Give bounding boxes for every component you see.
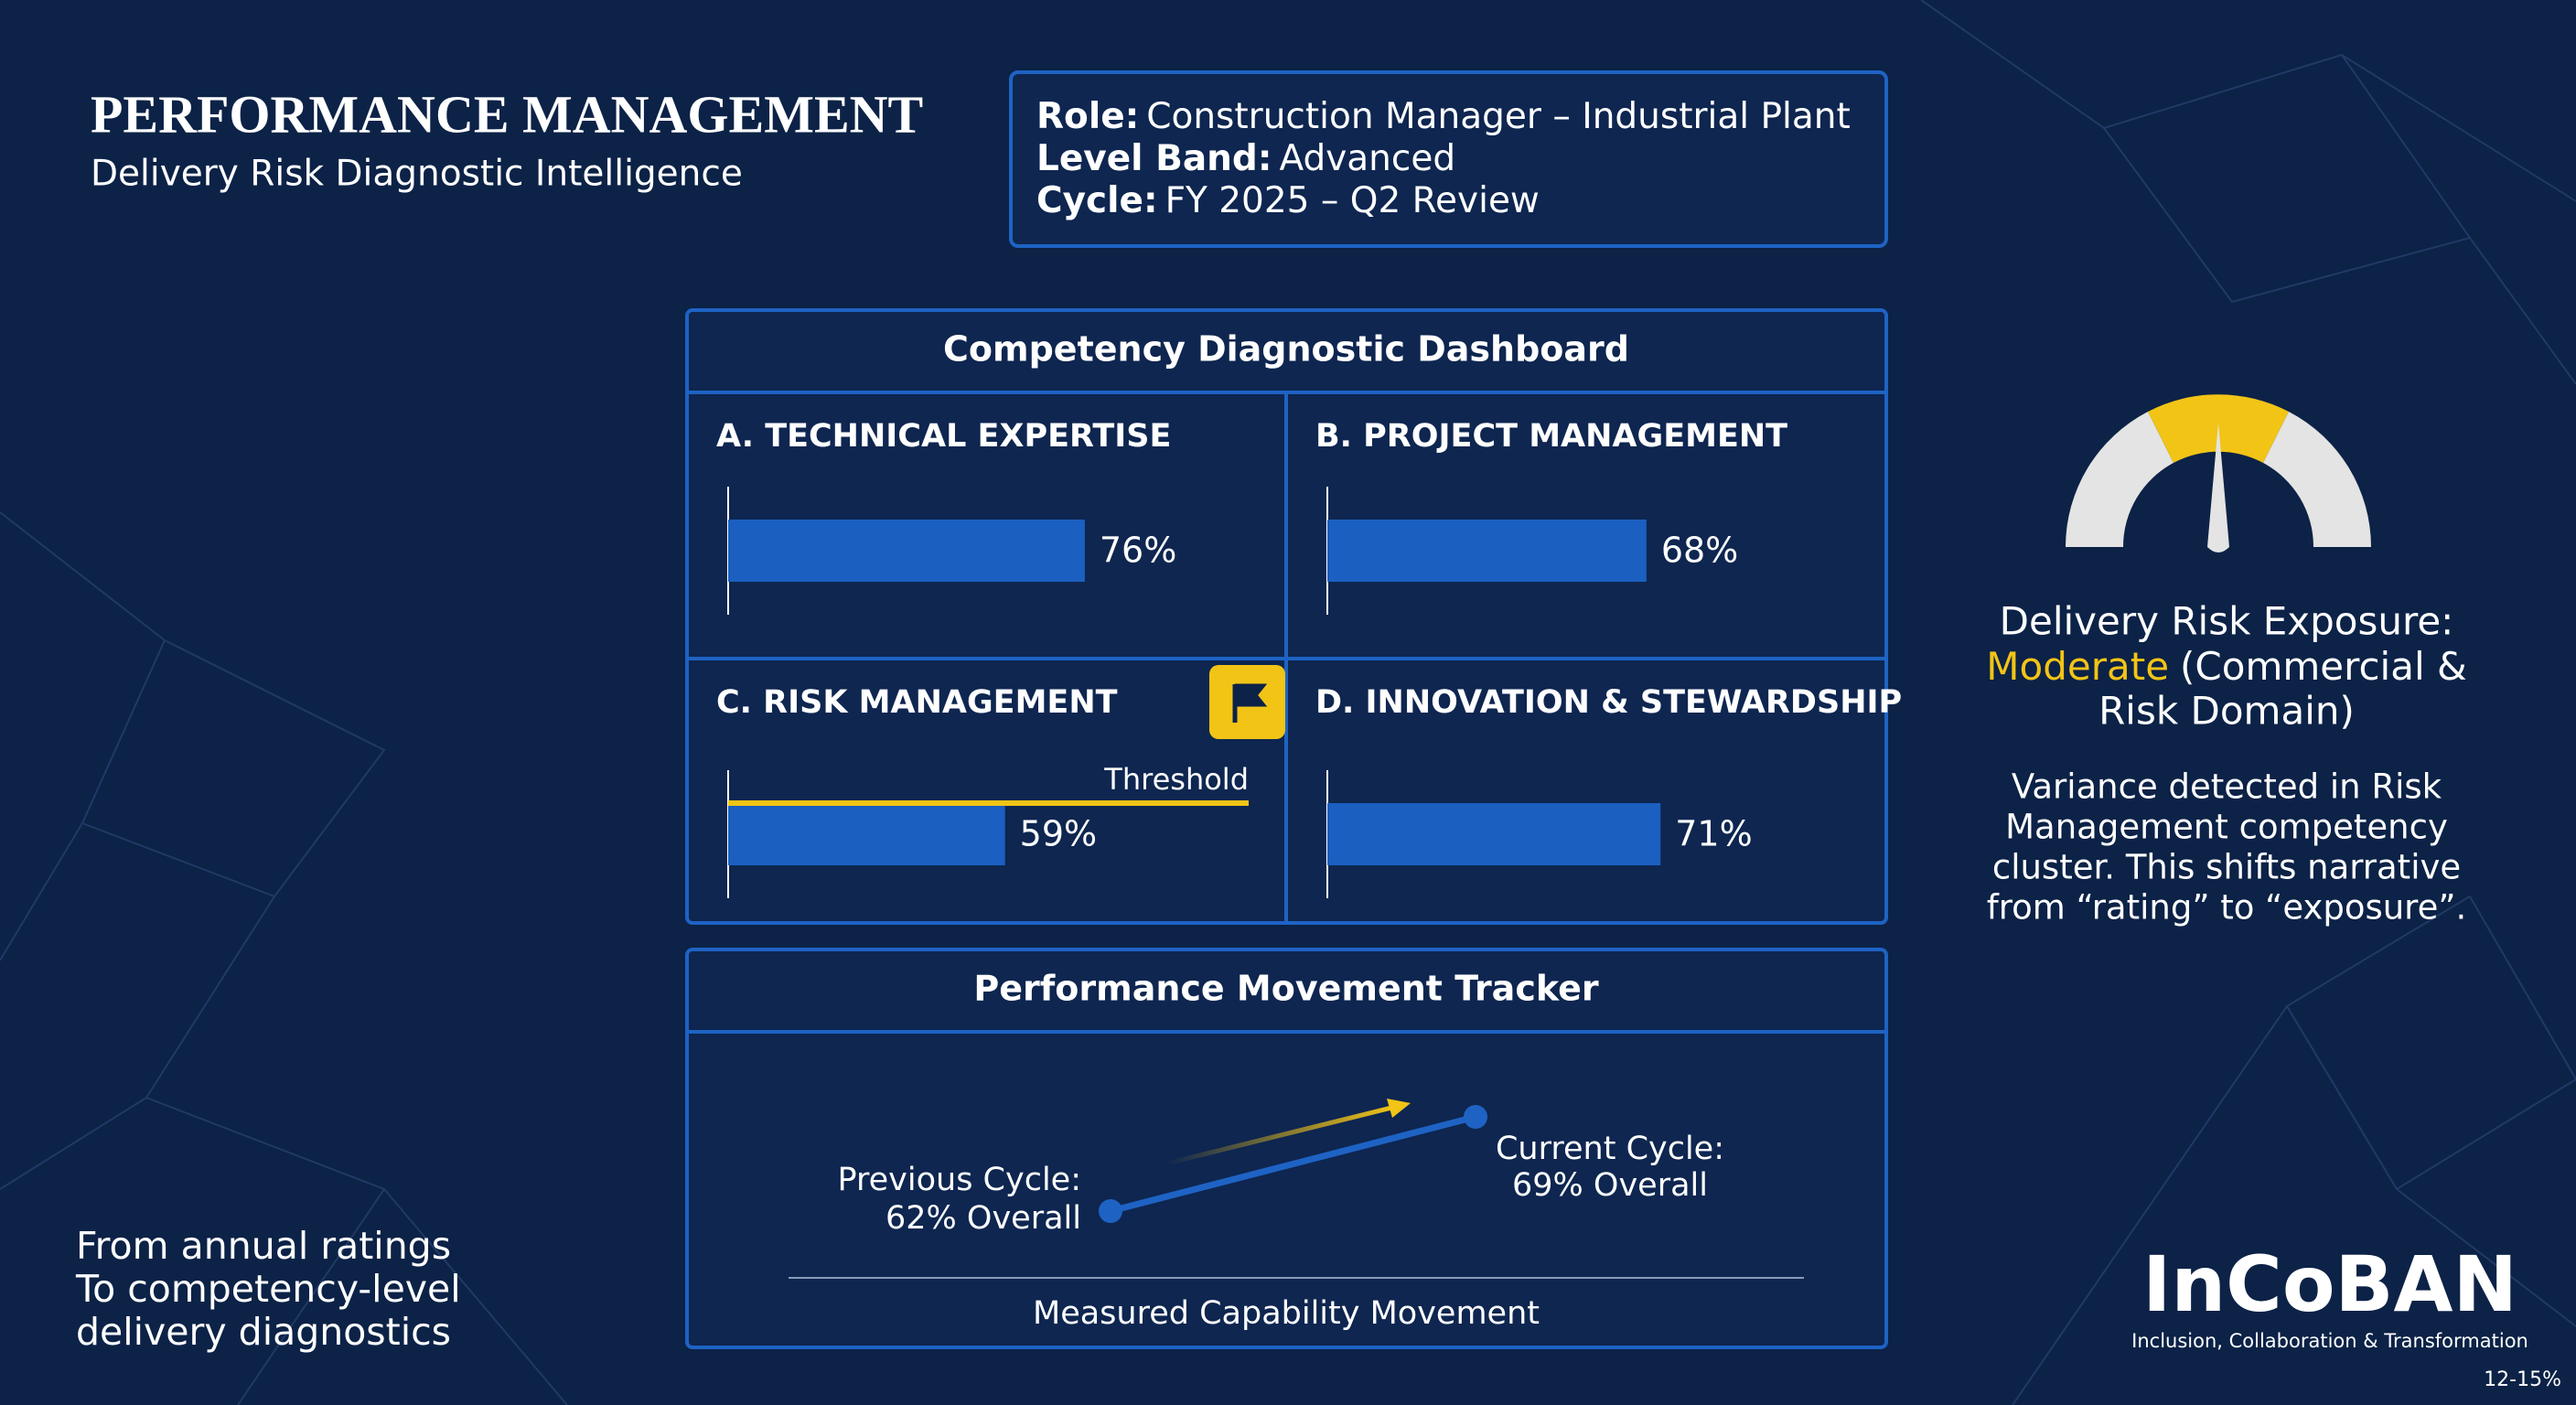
trend-arrow	[1165, 1104, 1396, 1166]
gauge-needle	[2207, 423, 2229, 552]
dashboard-title: Competency Diagnostic Dashboard	[943, 329, 1629, 370]
panel-title: C. RISK MANAGEMENT	[716, 684, 1118, 721]
logo-tagline: Inclusion, Collaboration & Transformatio…	[2131, 1330, 2528, 1352]
bar	[1327, 803, 1661, 865]
trend-arrowhead	[1387, 1099, 1411, 1118]
info-text: Construction Manager – Industrial Plant	[1146, 96, 1851, 137]
info-row: Role: Construction Manager – Industrial P…	[1036, 96, 1851, 137]
threshold-label: Threshold	[1103, 762, 1249, 797]
note-line: Variance detected in Risk	[2012, 767, 2442, 807]
risk-level: Moderate	[1986, 644, 2169, 689]
tracker-caption: Measured Capability Movement	[1033, 1295, 1540, 1332]
title: PERFORMANCE MANAGEMENT	[91, 84, 923, 144]
info-row: Cycle: FY 2025 – Q2 Review	[1036, 180, 1540, 221]
note-line: Management competency	[2005, 808, 2448, 847]
current-value: 69% Overall	[1512, 1167, 1708, 1204]
flag-icon	[1232, 683, 1268, 723]
info-rows: Role: Construction Manager – Industrial P…	[1036, 96, 1851, 221]
panel-title: A. TECHNICAL EXPERTISE	[716, 418, 1171, 455]
bar-label: 59%	[1020, 814, 1097, 854]
footer-line: To competency-level	[75, 1267, 461, 1311]
risk-title: Delivery Risk Exposure:	[2000, 599, 2454, 644]
previous-value: 62% Overall	[886, 1200, 1081, 1237]
current-point	[1464, 1105, 1487, 1129]
panel-title: B. PROJECT MANAGEMENT	[1315, 418, 1787, 455]
tracker-box	[685, 948, 1888, 1349]
current-label: Current Cycle:	[1496, 1131, 1724, 1167]
tracker-title: Performance Movement Tracker	[973, 969, 1599, 1009]
bar	[728, 520, 1085, 582]
corner-label: 12-15%	[2484, 1368, 2561, 1391]
panel-title: D. INNOVATION & STEWARDSHIP	[1315, 684, 1902, 721]
note-line: cluster. This shifts narrative	[1992, 848, 2461, 887]
info-box	[1009, 70, 1888, 248]
previous-point	[1099, 1199, 1122, 1223]
bar-label: 76%	[1100, 531, 1176, 571]
footer-line: delivery diagnostics	[76, 1310, 451, 1354]
info-text: Advanced	[1279, 138, 1455, 179]
info-label: Cycle:	[1036, 180, 1158, 221]
panels: A. TECHNICAL EXPERTISE 76% B. PROJECT MANA…	[716, 418, 1902, 898]
note-line: from “rating” to “exposure”.	[1987, 888, 2467, 928]
risk-level-rest: Risk Domain)	[2098, 689, 2355, 734]
info-text: FY 2025 – Q2 Review	[1165, 180, 1540, 221]
logo: InCoBAN	[2142, 1239, 2517, 1329]
footer-line: From annual ratings	[76, 1224, 451, 1268]
risk-level-rest: (Commercial &	[2180, 644, 2467, 689]
gauge-left	[2066, 412, 2174, 547]
gauge	[2066, 394, 2371, 552]
subtitle: Delivery Risk Diagnostic Intelligence	[91, 154, 743, 195]
bar-label: 68%	[1661, 531, 1738, 571]
info-label: Level Band:	[1036, 138, 1272, 179]
gauge-right	[2263, 412, 2371, 547]
previous-label: Previous Cycle:	[838, 1162, 1081, 1198]
risk-level-line: Moderate (Commercial &	[1986, 644, 2466, 689]
bar	[1327, 520, 1647, 582]
info-row: Level Band: Advanced	[1036, 138, 1455, 179]
bar	[728, 803, 1005, 865]
info-label: Role:	[1036, 96, 1139, 137]
bar-label: 71%	[1675, 814, 1752, 854]
trend-line	[1110, 1113, 1476, 1215]
